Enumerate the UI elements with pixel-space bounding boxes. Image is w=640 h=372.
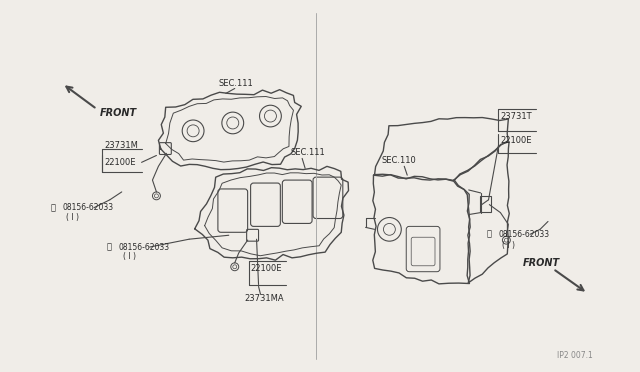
Text: FRONT: FRONT	[524, 258, 561, 268]
Text: 23731MA: 23731MA	[244, 294, 284, 303]
Text: 22100E: 22100E	[104, 158, 136, 167]
Text: ( I ): ( I )	[502, 241, 515, 250]
Text: 08156-62033: 08156-62033	[62, 203, 113, 212]
Text: ( I ): ( I )	[123, 253, 136, 262]
Text: ( I ): ( I )	[66, 213, 79, 222]
Text: Ⓑ: Ⓑ	[486, 230, 492, 239]
Text: Ⓑ: Ⓑ	[107, 243, 112, 251]
Text: FRONT: FRONT	[100, 108, 137, 118]
Text: Ⓑ: Ⓑ	[51, 203, 56, 212]
Text: 22100E: 22100E	[500, 136, 532, 145]
Text: 22100E: 22100E	[251, 264, 282, 273]
Text: 23731M: 23731M	[104, 141, 138, 150]
Text: 08156-62033: 08156-62033	[499, 230, 550, 239]
Text: 08156-62033: 08156-62033	[119, 243, 170, 251]
Text: IP2 007.1: IP2 007.1	[557, 351, 593, 360]
Text: SEC.111: SEC.111	[219, 79, 253, 88]
Text: SEC.110: SEC.110	[381, 156, 416, 165]
Text: SEC.111: SEC.111	[291, 148, 325, 157]
Text: 23731T: 23731T	[500, 112, 532, 121]
